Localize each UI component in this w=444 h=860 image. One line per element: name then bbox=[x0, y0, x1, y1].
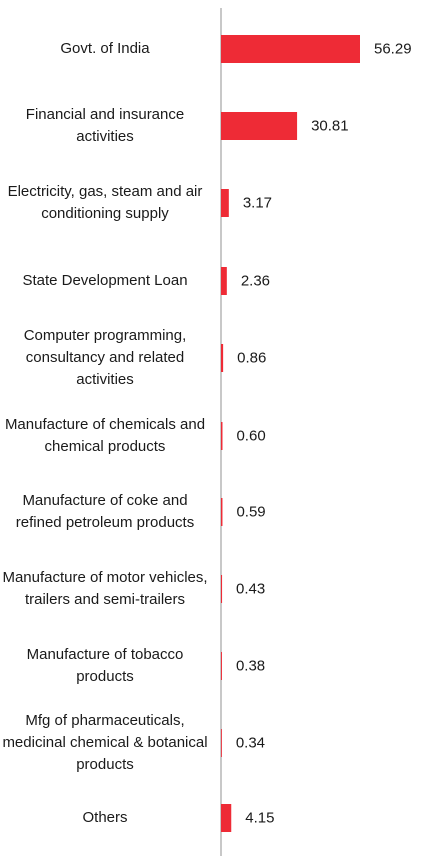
category-label: Manufacture of tobacco products bbox=[26, 646, 184, 685]
value-label: 0.86 bbox=[237, 349, 267, 367]
category-label: Electricity, gas, steam and air conditio… bbox=[7, 183, 203, 222]
value-label: 2.36 bbox=[240, 272, 271, 290]
value-label: 4.15 bbox=[245, 809, 275, 827]
bar bbox=[221, 498, 223, 526]
value-label: 3.17 bbox=[242, 194, 273, 212]
bar bbox=[221, 652, 222, 680]
category-label: State Development Loan bbox=[22, 272, 188, 289]
bar bbox=[221, 112, 298, 140]
category-label: Mfg of pharmaceuticals, medicinal chemic… bbox=[2, 712, 208, 773]
bars-group bbox=[221, 35, 360, 832]
category-label: Manufacture of coke and refined petroleu… bbox=[15, 492, 195, 531]
value-label: 30.81 bbox=[311, 117, 349, 135]
bar bbox=[221, 575, 223, 603]
bar bbox=[221, 422, 223, 450]
bar bbox=[221, 189, 229, 217]
category-label: Financial and insurance activities bbox=[25, 106, 185, 145]
bar bbox=[221, 804, 232, 832]
bar bbox=[221, 729, 222, 757]
value-label: 0.43 bbox=[236, 580, 266, 598]
category-label: Manufacture of motor vehicles, trailers … bbox=[2, 569, 208, 608]
category-label: Manufacture of chemicals and chemical pr… bbox=[4, 416, 206, 455]
bar bbox=[221, 35, 360, 63]
bar bbox=[221, 344, 224, 372]
category-label: Govt. of India bbox=[60, 40, 150, 57]
category-label: Others bbox=[82, 809, 128, 826]
category-label: Computer programming, consultancy and re… bbox=[23, 327, 187, 388]
value-label: 0.60 bbox=[236, 427, 266, 445]
bar bbox=[221, 267, 227, 295]
value-label: 0.59 bbox=[236, 503, 266, 521]
value-label: 0.34 bbox=[235, 734, 266, 752]
value-label: 0.38 bbox=[235, 657, 266, 675]
value-label: 56.29 bbox=[374, 40, 412, 58]
